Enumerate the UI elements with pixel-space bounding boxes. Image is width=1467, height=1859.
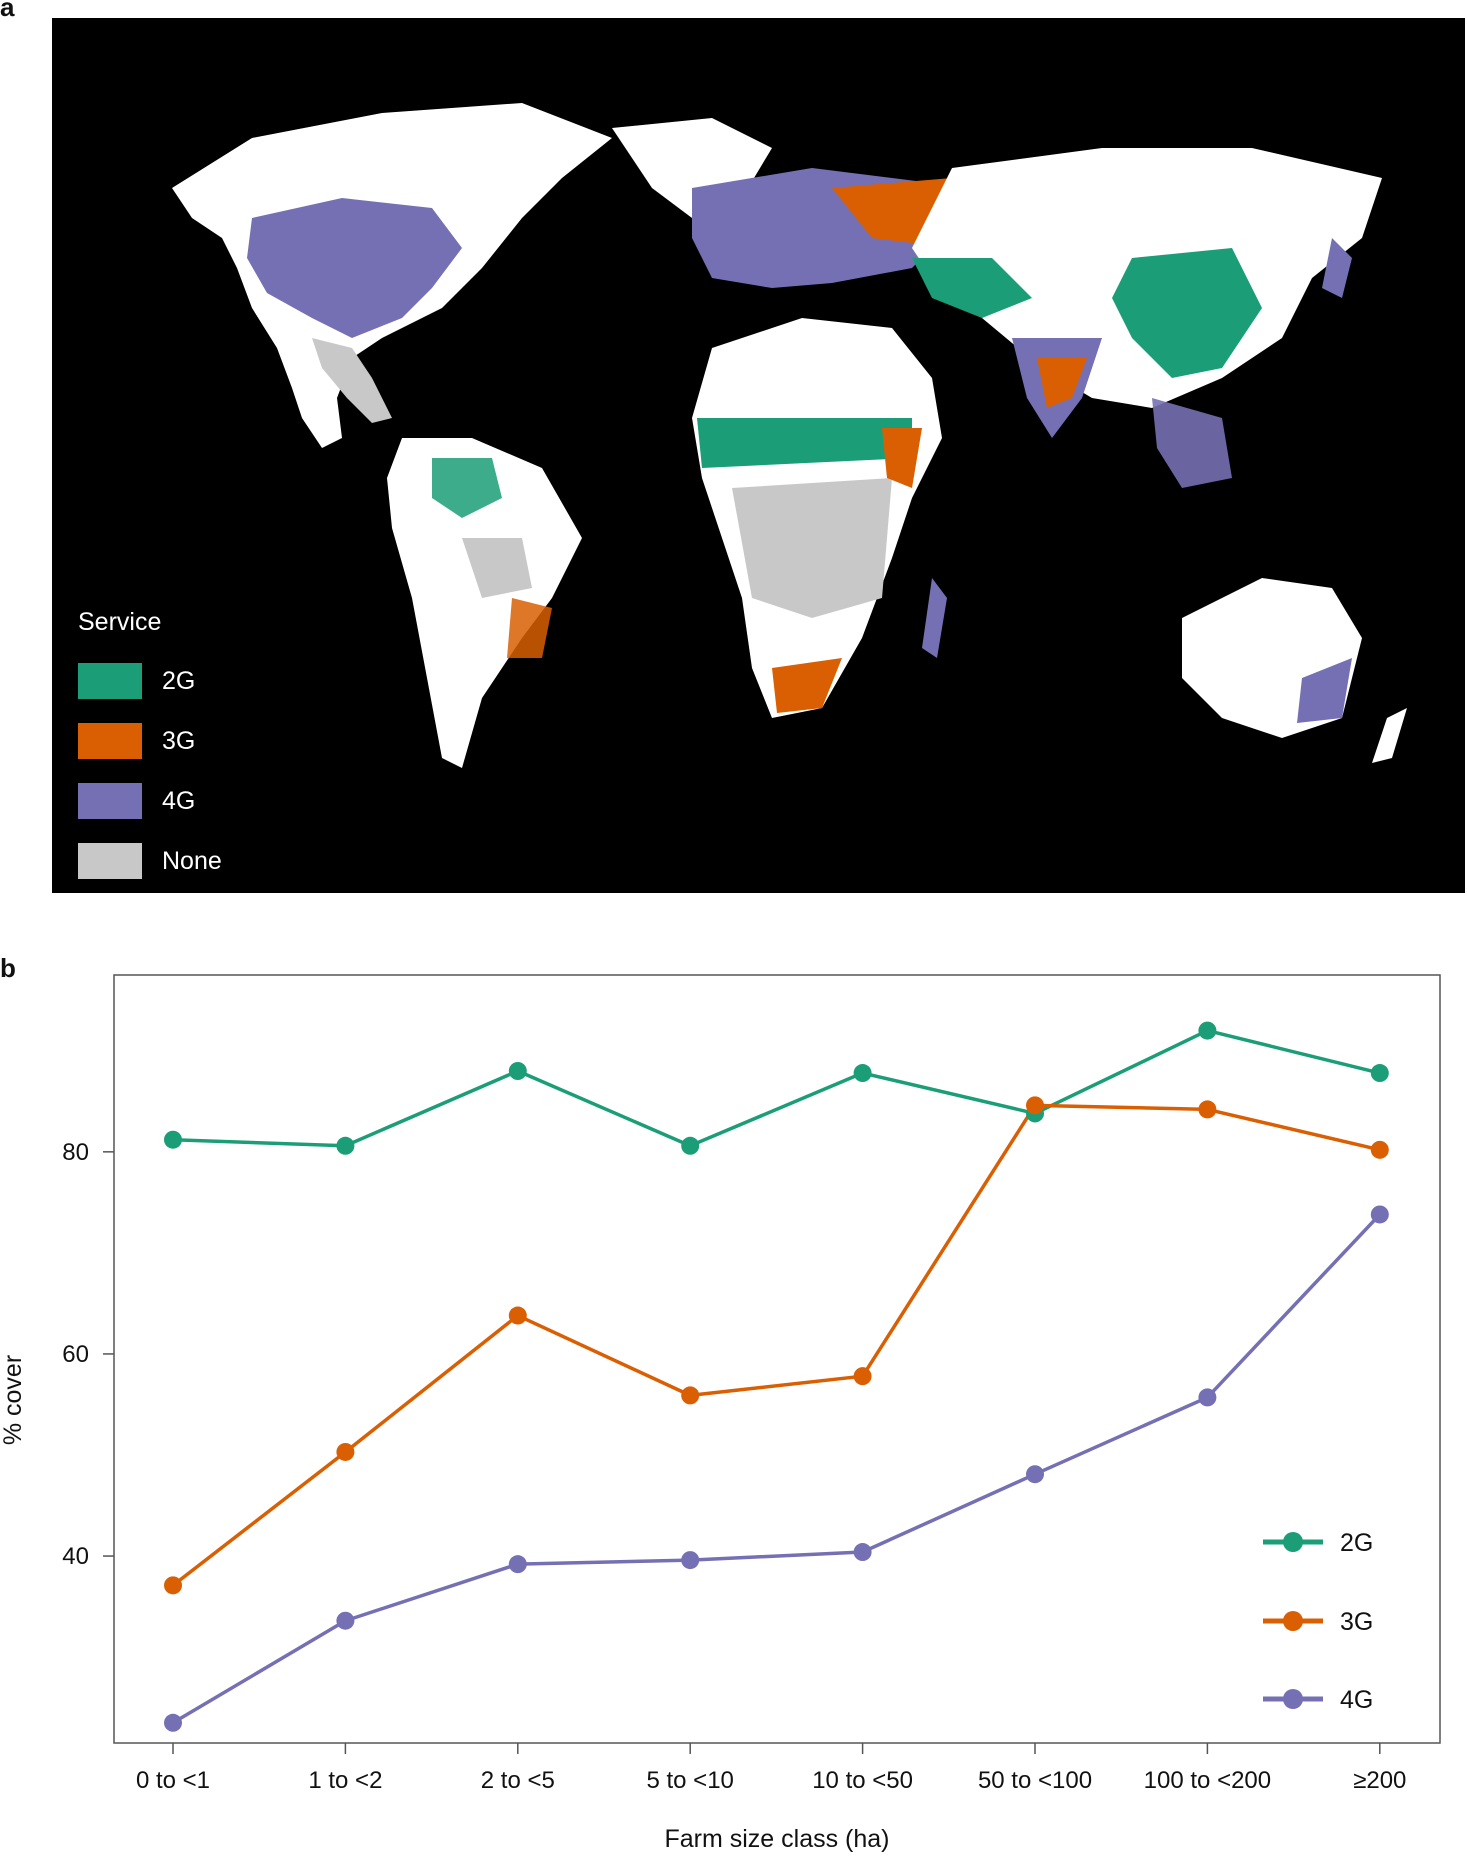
data-point-3g	[1198, 1100, 1217, 1119]
y-tick-label: 40	[62, 1543, 89, 1570]
x-tick-label: 0 to <1	[136, 1767, 210, 1794]
map-japan	[1322, 238, 1352, 298]
chart-legend: 2G 3G 4G	[1263, 1529, 1373, 1714]
map-east-africa-3g	[882, 428, 922, 488]
data-point-2g	[336, 1136, 355, 1155]
map-legend-label-4g: 4G	[162, 786, 196, 815]
map-legend-title: Service	[78, 608, 162, 636]
map-usa-4g	[247, 198, 462, 338]
farm-size-cover-chart: 0 to <1 1 to <2 2 to <5 5 to <10 10 to <50 50…	[0, 974, 1441, 1853]
panel-b-label: b	[0, 953, 16, 983]
map-china-2g	[1112, 248, 1262, 378]
y-axis-title: % cover	[0, 1355, 27, 1445]
x-tick-label: 2 to <5	[481, 1767, 555, 1794]
map-australia-4g	[1297, 658, 1352, 723]
x-axis-title: Farm size class (ha)	[664, 1825, 889, 1853]
data-point-2g	[1370, 1064, 1389, 1083]
x-tick-label: ≥200	[1353, 1767, 1406, 1794]
data-point-2g	[853, 1064, 872, 1083]
data-point-2g	[508, 1062, 527, 1080]
map-india-3g	[1037, 358, 1087, 408]
data-point-4g	[164, 1713, 182, 1732]
map-nz	[1372, 708, 1407, 763]
x-tick-label: 10 to <50	[812, 1767, 913, 1794]
map-legend-item-none: None	[78, 831, 222, 891]
y-tick-label: 60	[62, 1341, 89, 1368]
map-madagascar	[922, 578, 947, 658]
map-sa-none	[462, 538, 532, 598]
map-mexico	[312, 338, 392, 423]
map-africa-none	[732, 478, 892, 618]
map-sa-3g	[507, 598, 552, 658]
data-point-4g	[853, 1543, 872, 1562]
x-tick-label: 100 to <200	[1144, 1767, 1271, 1794]
map-legend-item-2g: 2G	[78, 651, 222, 711]
y-axis: 40 60 80	[62, 1139, 114, 1570]
map-legend-label-none: None	[162, 846, 222, 875]
legend-marker-3g	[1283, 1611, 1303, 1631]
map-legend: Service 2G 3G 4G None	[78, 608, 222, 891]
legend-label-3g: 3G	[1340, 1608, 1373, 1636]
x-tick-label: 5 to <10	[646, 1767, 733, 1794]
map-legend-label-3g: 3G	[162, 726, 196, 755]
map-sahel-2g	[697, 418, 912, 468]
map-south-america	[387, 438, 582, 768]
data-point-3g	[681, 1386, 700, 1405]
data-point-2g	[164, 1130, 182, 1149]
data-point-2g	[1198, 1021, 1217, 1040]
plot-frame	[113, 974, 1441, 1744]
legend-marker-4g	[1283, 1689, 1303, 1709]
map-sa-2g	[432, 458, 502, 518]
map-legend-item-3g: 3G	[78, 711, 222, 771]
map-south-africa-3g	[772, 658, 842, 713]
map-legend-swatch-2g	[78, 663, 142, 699]
map-central-asia-2g	[912, 258, 1032, 318]
data-point-3g	[164, 1576, 182, 1595]
series-line-3g	[171, 1103, 1381, 1587]
legend-label-2g: 2G	[1340, 1529, 1373, 1557]
map-legend-item-4g: 4G	[78, 771, 222, 831]
data-point-3g	[853, 1367, 872, 1386]
data-point-4g	[1198, 1388, 1217, 1407]
series-layer	[164, 1021, 1389, 1732]
data-point-4g	[681, 1551, 700, 1570]
map-legend-swatch-3g	[78, 723, 142, 759]
panel-a-label: a	[0, 0, 15, 22]
data-point-3g	[1370, 1140, 1389, 1159]
map-legend-swatch-4g	[78, 783, 142, 819]
map-legend-swatch-none	[78, 843, 142, 879]
data-point-4g	[508, 1555, 527, 1574]
data-point-4g	[336, 1611, 355, 1630]
map-seasia	[1152, 398, 1232, 488]
y-tick-label: 80	[62, 1139, 89, 1166]
data-point-4g	[1370, 1205, 1389, 1224]
legend-marker-2g	[1283, 1532, 1303, 1552]
data-point-3g	[336, 1442, 355, 1461]
x-tick-label: 1 to <2	[308, 1767, 382, 1794]
x-axis: 0 to <1 1 to <2 2 to <5 5 to <10 10 to <50 50…	[136, 1743, 1406, 1794]
data-point-3g	[508, 1306, 527, 1325]
map-legend-label-2g: 2G	[162, 666, 196, 695]
world-map-drawing	[172, 103, 1407, 768]
x-tick-label: 50 to <100	[978, 1767, 1092, 1794]
legend-label-4g: 4G	[1340, 1686, 1373, 1714]
data-point-4g	[1026, 1465, 1044, 1484]
data-point-3g	[1026, 1096, 1044, 1115]
data-point-2g	[681, 1136, 700, 1155]
series-line-2g	[172, 1028, 1381, 1148]
series-line-4g	[172, 1213, 1382, 1725]
world-coverage-map: Service 2G 3G 4G None	[52, 18, 1465, 893]
